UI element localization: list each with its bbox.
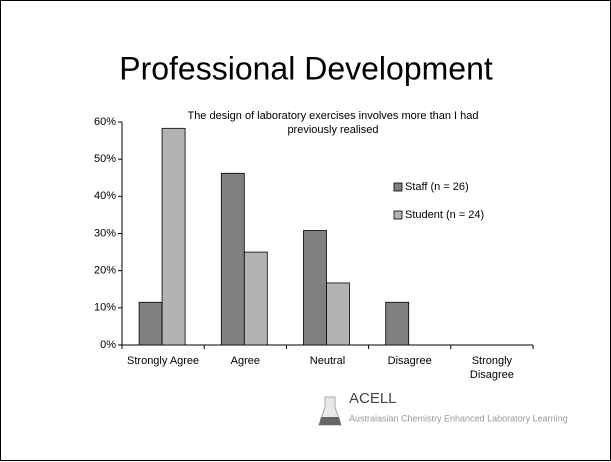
bar	[138, 301, 163, 346]
y-tick-label: 60%	[94, 116, 116, 128]
x-tick-label: Agree	[230, 355, 260, 367]
y-tick-label: 40%	[94, 190, 116, 202]
bar	[385, 301, 410, 346]
footer-name: ACELL	[349, 390, 397, 407]
bar	[326, 282, 350, 346]
y-tick-label: 10%	[94, 302, 116, 314]
y-tick-label: 30%	[94, 227, 116, 239]
logo	[318, 396, 342, 426]
legend-label: Student (n = 24)	[405, 209, 484, 221]
legend-label: Staff (n = 26)	[405, 181, 469, 193]
x-tick-label: Neutral	[309, 355, 346, 367]
y-tick-label: 20%	[94, 265, 116, 277]
bar	[243, 251, 268, 346]
bar	[303, 230, 327, 346]
x-tick-label: Strongly Agree	[127, 355, 200, 367]
y-tick-label: 50%	[94, 153, 116, 165]
x-tick-label: Strongly Disagree	[469, 355, 514, 381]
slide-title: Professional Development	[119, 50, 493, 86]
x-tick-label: Disagree	[387, 355, 432, 367]
footer-tagline: Australasian Chemistry Enhanced Laborato…	[349, 413, 568, 423]
bar	[161, 127, 186, 346]
legend-swatch	[393, 182, 403, 192]
chart-title: previously realised	[287, 124, 378, 136]
legend-swatch	[393, 210, 403, 220]
chart-title: The design of laboratory exercises invol…	[187, 110, 478, 122]
bar	[220, 172, 245, 346]
y-tick-label: 0%	[100, 339, 116, 351]
